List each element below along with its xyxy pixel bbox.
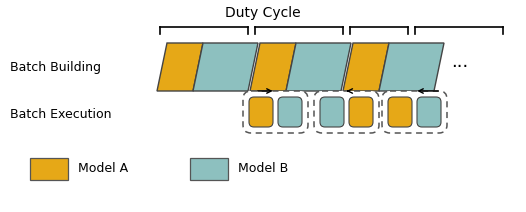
FancyBboxPatch shape [314, 91, 379, 133]
Polygon shape [157, 43, 203, 91]
FancyBboxPatch shape [320, 97, 344, 127]
FancyBboxPatch shape [388, 97, 412, 127]
FancyBboxPatch shape [349, 97, 373, 127]
Text: Model B: Model B [238, 163, 288, 176]
Text: Duty Cycle: Duty Cycle [225, 6, 301, 20]
Polygon shape [286, 43, 351, 91]
Text: ···: ··· [451, 58, 469, 76]
Polygon shape [193, 43, 258, 91]
Text: Model A: Model A [78, 163, 128, 176]
Text: Batch Building: Batch Building [10, 61, 101, 74]
Text: Batch Execution: Batch Execution [10, 109, 112, 121]
Bar [190, 158, 228, 180]
FancyBboxPatch shape [382, 91, 447, 133]
FancyBboxPatch shape [249, 97, 273, 127]
Bar [30, 158, 68, 180]
Polygon shape [343, 43, 389, 91]
Polygon shape [379, 43, 444, 91]
Polygon shape [250, 43, 296, 91]
FancyBboxPatch shape [278, 97, 302, 127]
FancyBboxPatch shape [243, 91, 308, 133]
FancyBboxPatch shape [417, 97, 441, 127]
